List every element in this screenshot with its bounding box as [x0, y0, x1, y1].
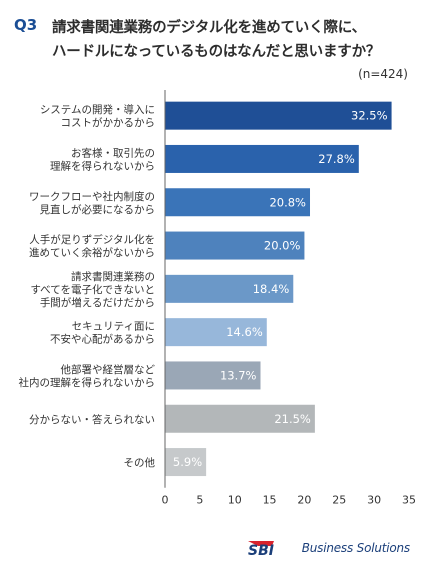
value-label-2: 27.8% [318, 152, 355, 166]
category-label-3-line-1: ワークフローや社内制度の [29, 190, 155, 203]
x-tick-label-25: 25 [332, 494, 346, 507]
bar-5 [165, 274, 294, 303]
value-label-1: 32.5% [351, 109, 388, 123]
bar-4 [165, 231, 305, 260]
brand-logo-area: SBI Business Solutions [238, 538, 410, 558]
svg-text:SBI: SBI [248, 543, 274, 558]
category-label-8-line-1: 分からない・答えられない [29, 413, 155, 426]
x-tick-label-30: 30 [367, 494, 381, 507]
x-tick-label-5: 5 [196, 494, 203, 507]
chart-header: Q3 請求書関連業務のデジタル化を進めていく際に、 ハードルになっているものはな… [0, 0, 440, 90]
sample-size: (n=424) [358, 67, 408, 81]
category-label-2-line-1: お客様・取引先の [71, 146, 155, 159]
question-number: Q3 [14, 16, 38, 34]
bar-9 [165, 448, 207, 477]
value-label-9: 5.9% [173, 455, 202, 469]
category-label-5-line-3: 手間が増えるだけだから [40, 296, 155, 309]
bar-2 [165, 144, 359, 173]
chart-title-line-2: ハードルになっているものはなんだと思いますか？ [52, 44, 381, 60]
category-label-4-line-1: 人手が足りずデジタル化を [29, 233, 155, 246]
category-label-9-line-1: その他 [124, 456, 156, 469]
x-tick-label-10: 10 [228, 494, 242, 507]
brand-text: Business Solutions [301, 541, 410, 555]
category-label-1-line-2: コストがかかるから [61, 116, 156, 129]
x-tick-label-15: 15 [263, 494, 277, 507]
category-label-6-line-2: 不安や心配があるから [50, 333, 155, 346]
sbi-logo-icon: SBI [247, 541, 274, 558]
bar-6 [165, 318, 267, 347]
value-label-5: 18.4% [253, 282, 290, 296]
x-tick-label-35: 35 [402, 494, 416, 507]
category-label-5-line-1: 請求書関連業務の [71, 270, 155, 283]
bar-3 [165, 188, 311, 217]
value-label-3: 20.8% [269, 195, 306, 209]
x-tick-label-0: 0 [162, 494, 169, 507]
value-label-6: 14.6% [226, 325, 263, 339]
category-label-2-line-2: 理解を得られないから [50, 159, 155, 172]
category-label-6-line-1: セキュリティ面に [72, 321, 155, 333]
category-label-5-line-2: すべてを電子化できないと [30, 283, 155, 296]
category-label-7-line-2: 社内の理解を得られないから [19, 376, 156, 389]
value-label-7: 13.7% [220, 368, 257, 382]
bar-1 [165, 101, 392, 130]
value-label-4: 20.0% [264, 239, 301, 253]
category-label-7-line-1: 他部署や経営層など [61, 363, 156, 376]
bar-8 [165, 404, 315, 433]
category-label-1-line-1: システムの開発・導入に [40, 103, 155, 116]
x-tick-label-20: 20 [297, 494, 311, 507]
value-label-8: 21.5% [274, 412, 311, 426]
category-label-3-line-2: 見直しが必要になるから [40, 203, 156, 216]
bar-7 [165, 361, 261, 390]
category-label-4-line-2: 進めていく余裕がないから [29, 246, 155, 259]
chart-title-line-1: 請求書関連業務のデジタル化を進めていく際に、 [52, 20, 366, 36]
